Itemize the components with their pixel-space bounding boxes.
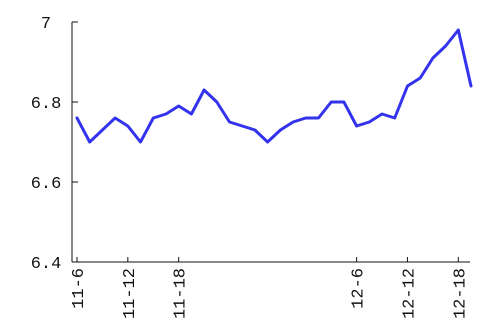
data-point	[444, 45, 447, 47]
data-point	[393, 117, 396, 119]
x-axis-tick-labels: 11-6 11-12 11-18 12-6 12-12 12-18	[70, 268, 470, 319]
series-line	[75, 28, 473, 144]
series-lines	[75, 28, 473, 144]
data-point	[216, 101, 218, 103]
data-point	[292, 121, 294, 123]
x-tick-label: 11-12	[121, 268, 140, 319]
axes	[71, 21, 470, 263]
data-point	[127, 125, 129, 127]
data-point	[203, 89, 205, 91]
y-tick-label: 6.4	[31, 255, 62, 274]
data-point	[368, 121, 371, 123]
data-point	[279, 129, 282, 131]
data-point	[457, 29, 460, 31]
data-point	[228, 121, 231, 123]
data-point	[165, 113, 167, 115]
data-point	[114, 117, 116, 119]
data-point	[254, 129, 256, 131]
data-point	[419, 77, 422, 79]
y-axis-tick-labels: 6.4 6.6 6.8 7	[31, 15, 62, 274]
data-point	[317, 117, 320, 119]
data-point	[266, 141, 269, 143]
x-tick-label: 12-12	[400, 268, 419, 319]
data-point	[177, 105, 180, 107]
data-point	[355, 125, 358, 127]
x-tick-label: 12-18	[451, 268, 470, 319]
x-tick-label: 11-6	[70, 268, 89, 309]
data-point	[101, 129, 104, 131]
data-point	[343, 101, 345, 103]
data-point	[88, 141, 91, 143]
data-point	[139, 141, 142, 143]
data-point	[76, 117, 78, 119]
data-point	[152, 117, 155, 119]
data-point	[305, 117, 307, 119]
data-point	[190, 113, 193, 115]
y-tick-label: 6.6	[31, 175, 62, 194]
y-tick-label: 6.8	[31, 95, 62, 114]
x-tick-label: 12-6	[350, 268, 369, 309]
data-point	[330, 101, 333, 103]
data-point	[470, 85, 472, 87]
data-point	[432, 57, 434, 59]
x-tick-label: 11-18	[172, 268, 191, 319]
data-point	[381, 113, 383, 115]
data-point	[241, 125, 243, 127]
y-tick-label: 7	[41, 15, 51, 34]
data-point	[406, 85, 409, 87]
